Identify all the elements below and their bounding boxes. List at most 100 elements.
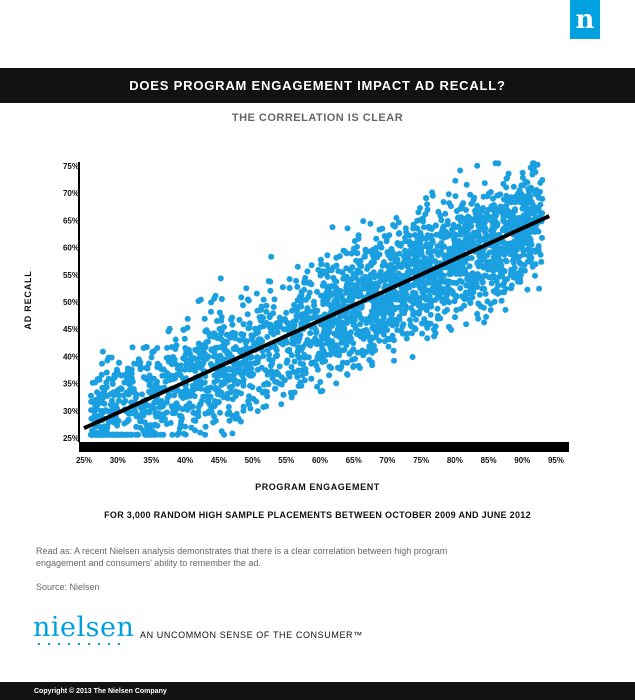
scatter-point xyxy=(417,230,424,236)
scatter-point xyxy=(434,305,441,312)
scatter-point xyxy=(335,345,342,352)
scatter-point xyxy=(269,357,276,364)
scatter-point xyxy=(128,375,135,382)
scatter-point xyxy=(316,341,323,348)
scatter-point xyxy=(467,299,474,306)
scatter-point xyxy=(443,229,450,236)
scatter-point xyxy=(494,245,501,252)
scatter-point xyxy=(295,313,302,320)
scatter-point xyxy=(400,261,407,268)
scatter-point xyxy=(350,364,357,370)
scatter-point xyxy=(260,296,267,303)
scatter-point xyxy=(347,280,354,286)
scatter-point xyxy=(407,242,414,249)
scatter-point xyxy=(247,360,254,367)
scatter-point xyxy=(263,302,270,309)
scatter-point xyxy=(401,292,407,299)
scatter-point xyxy=(422,287,429,294)
scatter-point xyxy=(354,250,361,257)
scatter-point xyxy=(481,256,487,263)
scatter-point xyxy=(181,366,188,373)
scatter-point xyxy=(537,201,544,208)
scatter-point xyxy=(92,397,99,403)
scatter-point xyxy=(243,285,250,292)
scatter-point xyxy=(384,327,391,333)
scatter-point xyxy=(420,224,427,231)
scatter-point xyxy=(539,195,546,202)
scatter-point xyxy=(392,256,399,263)
scatter-point xyxy=(407,317,413,323)
scatter-point xyxy=(320,280,327,287)
scatter-point xyxy=(242,367,248,374)
scatter-point xyxy=(532,204,539,211)
scatter-point xyxy=(440,234,447,241)
scatter-point xyxy=(211,398,218,405)
scatter-point xyxy=(347,314,353,321)
scatter-point xyxy=(504,276,510,283)
scatter-point xyxy=(462,221,469,228)
scatter-point xyxy=(387,255,394,262)
scatter-point xyxy=(146,403,153,410)
scatter-point xyxy=(450,230,457,237)
scatter-point xyxy=(276,314,283,321)
scatter-point xyxy=(493,218,499,225)
scatter-point xyxy=(379,262,386,269)
scatter-point xyxy=(292,335,299,342)
scatter-point xyxy=(236,364,243,371)
scatter-point xyxy=(253,330,260,337)
scatter-point xyxy=(173,342,180,349)
scatter-point xyxy=(100,384,107,391)
scatter-point xyxy=(493,278,500,284)
scatter-point xyxy=(405,253,412,260)
scatter-point xyxy=(416,217,423,224)
scatter-point xyxy=(355,232,362,239)
scatter-point xyxy=(168,403,175,410)
scatter-point xyxy=(401,308,408,315)
scatter-point xyxy=(135,356,142,363)
scatter-point xyxy=(139,410,146,417)
scatter-point xyxy=(442,295,449,302)
scatter-point xyxy=(264,347,271,354)
scatter-point xyxy=(350,340,357,347)
scatter-point xyxy=(257,306,264,313)
scatter-point xyxy=(337,365,344,372)
scatter-point xyxy=(431,285,438,292)
scatter-point xyxy=(475,315,482,322)
scatter-point xyxy=(344,225,351,232)
y-tick-label: 25% xyxy=(63,434,79,443)
scatter-point xyxy=(472,207,479,214)
x-tick-label: 45% xyxy=(211,456,227,465)
scatter-point xyxy=(470,274,476,281)
scatter-point xyxy=(240,336,247,343)
scatter-point xyxy=(373,330,380,337)
scatter-point xyxy=(202,423,209,430)
scatter-point xyxy=(399,323,406,330)
scatter-point xyxy=(532,261,539,268)
scatter-point xyxy=(226,417,233,424)
scatter-point xyxy=(375,297,382,304)
scatter-point xyxy=(343,273,350,280)
scatter-point xyxy=(254,408,261,415)
scatter-point xyxy=(269,375,276,382)
scatter-point xyxy=(344,359,351,366)
y-tick-label: 70% xyxy=(63,189,79,198)
scatter-point xyxy=(267,287,274,294)
scatter-point xyxy=(502,257,509,264)
scatter-point xyxy=(379,326,386,333)
scatter-point xyxy=(431,272,438,279)
source-note: Source: Nielsen xyxy=(36,582,100,592)
scatter-point xyxy=(368,308,375,315)
scatter-point xyxy=(325,320,332,327)
scatter-point xyxy=(500,218,507,224)
scatter-point xyxy=(348,335,354,342)
scatter-point xyxy=(229,383,235,390)
scatter-point xyxy=(416,236,423,243)
scatter-point xyxy=(330,275,337,281)
scatter-point xyxy=(317,379,324,385)
scatter-point xyxy=(503,175,510,182)
scatter-point xyxy=(317,256,324,263)
scatter-point xyxy=(510,274,517,281)
scatter-point xyxy=(516,236,523,243)
scatter-point xyxy=(450,291,457,298)
scatter-point xyxy=(300,361,307,368)
